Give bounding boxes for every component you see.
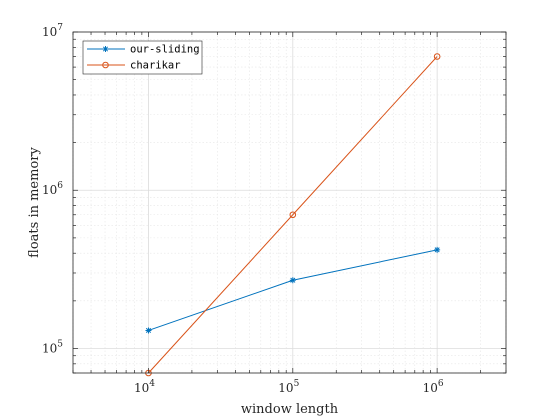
y-tick-label: 106 bbox=[42, 181, 63, 197]
data-point-charikar bbox=[289, 211, 297, 219]
legend-label-our-sliding: our-sliding bbox=[130, 44, 200, 56]
series-layer bbox=[145, 53, 441, 377]
x-tick-label: 104 bbox=[134, 379, 155, 395]
legend-label-charikar: charikar bbox=[130, 60, 181, 72]
data-point-our-sliding bbox=[289, 277, 296, 284]
y-tick-label: 107 bbox=[42, 23, 63, 39]
x-tick-label: 106 bbox=[423, 379, 444, 395]
plot-frame bbox=[72, 31, 507, 374]
grid bbox=[72, 31, 507, 374]
y-tick-label: 105 bbox=[42, 339, 63, 355]
y-axis-label: floats in memory bbox=[27, 147, 42, 258]
series-line-charikar bbox=[148, 56, 438, 374]
legend-box bbox=[82, 40, 203, 75]
data-point-our-sliding bbox=[145, 327, 152, 334]
legend-marker-star bbox=[102, 46, 109, 52]
legend: our-sliding charikar bbox=[82, 40, 203, 75]
x-axis-label: window length bbox=[241, 402, 339, 417]
ticks: 104 105 106 105 106 107 bbox=[42, 23, 507, 395]
x-tick-label: 105 bbox=[278, 379, 299, 395]
data-point-charikar bbox=[433, 53, 441, 60]
data-point-our-sliding bbox=[434, 246, 441, 253]
legend-marker-circle bbox=[102, 61, 109, 69]
